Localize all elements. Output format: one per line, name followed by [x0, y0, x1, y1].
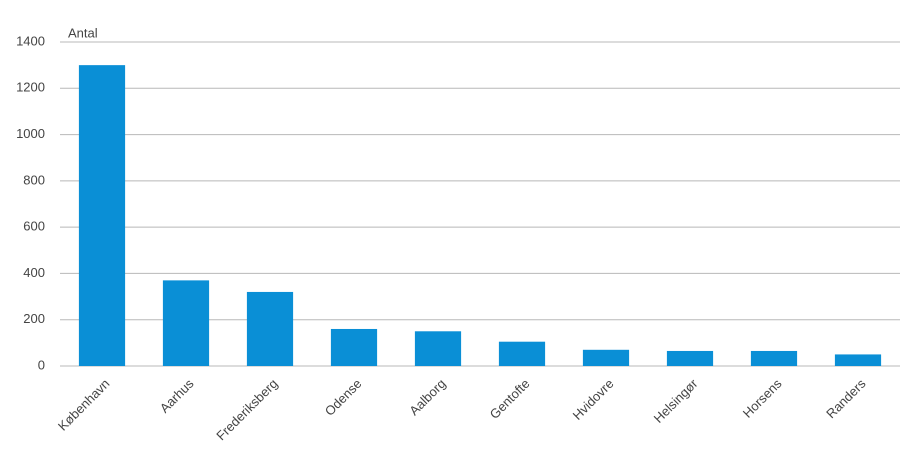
x-tick-label: Gentofte [487, 376, 533, 422]
x-tick-label: Aalborg [406, 376, 448, 418]
y-tick-label: 1000 [16, 126, 45, 141]
x-tick-label: Horsens [740, 376, 785, 421]
y-tick-label: 800 [23, 172, 45, 187]
bar [246, 291, 294, 366]
bar [750, 350, 798, 366]
y-tick-label: 0 [38, 357, 45, 372]
bar [666, 350, 714, 366]
bar [330, 328, 378, 366]
y-tick-label: 400 [23, 265, 45, 280]
bar [582, 349, 630, 366]
x-tick-label: Hvidovre [570, 376, 617, 423]
bar [162, 280, 210, 366]
y-tick-label: 200 [23, 311, 45, 326]
bar [834, 354, 882, 366]
x-tick-label: Randers [823, 376, 869, 422]
y-tick-label: 1400 [16, 33, 45, 48]
x-tick-label: København [55, 376, 113, 434]
bar [414, 331, 462, 366]
y-axis-label: Antal [68, 25, 98, 40]
y-tick-label: 600 [23, 219, 45, 234]
x-tick-label: Frederiksberg [213, 376, 280, 443]
x-tick-label: Helsingør [651, 375, 701, 425]
bar [498, 341, 546, 366]
y-tick-label: 1200 [16, 80, 45, 95]
x-tick-label: Aarhus [157, 376, 197, 416]
x-tick-label: Odense [322, 376, 365, 419]
bar [78, 65, 126, 367]
